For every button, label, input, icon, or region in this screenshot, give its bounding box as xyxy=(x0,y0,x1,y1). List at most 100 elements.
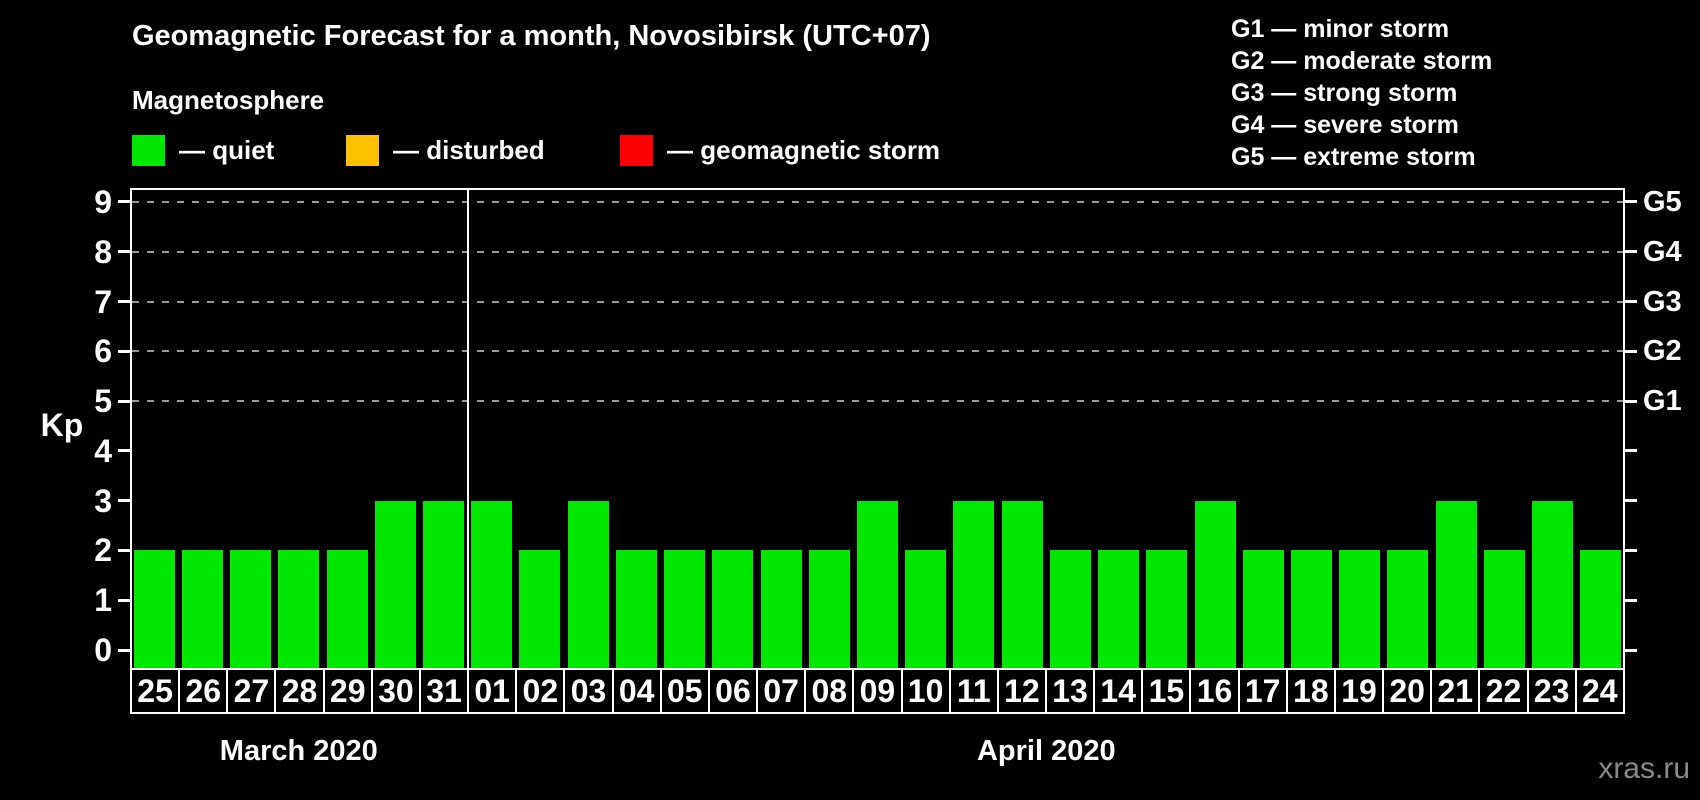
kp-bar-day-24 xyxy=(1580,550,1622,668)
date-label-26: 26 xyxy=(180,670,229,712)
kp-bar-day-29 xyxy=(326,550,368,668)
kp-bar-day-31 xyxy=(422,500,464,668)
date-label-06: 06 xyxy=(710,670,759,712)
date-label-18: 18 xyxy=(1288,670,1336,712)
date-label-11: 11 xyxy=(951,670,999,712)
y-axis-tick-right xyxy=(1625,648,1637,652)
date-label-08: 08 xyxy=(806,670,855,712)
kp-bar-day-07 xyxy=(760,550,802,668)
date-label-15: 15 xyxy=(1143,670,1192,712)
legend-label-quiet: — quiet xyxy=(179,134,275,165)
y-axis-label-6: 6 xyxy=(94,333,112,370)
y-axis-label-9: 9 xyxy=(94,183,112,220)
date-label-27: 27 xyxy=(228,670,277,712)
kp-bar-day-26 xyxy=(181,550,223,668)
date-label-28: 28 xyxy=(276,670,325,712)
kp-bar-day-20 xyxy=(1387,550,1429,668)
date-label-14: 14 xyxy=(1095,670,1144,712)
kp-bar-day-03 xyxy=(567,500,609,668)
date-label-16: 16 xyxy=(1191,670,1240,712)
gridline-kp-6 xyxy=(132,350,1623,353)
kp-bar-day-14 xyxy=(1098,550,1140,668)
date-label-23: 23 xyxy=(1529,670,1577,712)
kp-bar-day-10 xyxy=(905,550,947,668)
y-axis-tick-left xyxy=(118,648,130,652)
y-axis-tick-right xyxy=(1625,250,1637,254)
date-label-12: 12 xyxy=(999,670,1047,712)
date-label-04: 04 xyxy=(614,670,662,712)
date-label-05: 05 xyxy=(662,670,710,712)
y-axis-tick-left xyxy=(118,548,130,552)
y-axis-label-4: 4 xyxy=(94,432,112,469)
month-label: April 2020 xyxy=(976,735,1116,767)
page-title: Geomagnetic Forecast for a month, Novosi… xyxy=(132,20,931,52)
y-axis-title: Kp xyxy=(40,407,84,443)
date-label-03: 03 xyxy=(565,670,614,712)
y-axis-label-5: 5 xyxy=(94,383,112,420)
y-axis-tick-left xyxy=(118,499,130,503)
date-label-29: 29 xyxy=(325,670,373,712)
kp-bar-day-05 xyxy=(664,550,706,668)
y-axis-tick-left xyxy=(118,598,130,602)
storm-scale-legend: G1 — minor storm G2 — moderate storm G3 — … xyxy=(1231,13,1492,173)
legend-label-storm: — geomagnetic storm xyxy=(667,134,941,165)
kp-bar-day-11 xyxy=(953,500,995,668)
y-axis-tick-right xyxy=(1625,300,1637,304)
y-axis-tick-left xyxy=(118,399,130,403)
kp-bar-day-02 xyxy=(519,550,561,668)
g-scale-label-G3: G3 xyxy=(1643,285,1682,318)
gridline-kp-5 xyxy=(132,400,1623,403)
y-axis-label-8: 8 xyxy=(94,233,112,270)
y-axis-label-1: 1 xyxy=(94,582,112,619)
date-label-01: 01 xyxy=(469,670,518,712)
g-scale-label-G4: G4 xyxy=(1643,235,1682,268)
kp-bar-day-04 xyxy=(615,550,657,668)
storm-scale-item-G3: G3 — strong storm xyxy=(1231,79,1458,107)
g-scale-label-G2: G2 xyxy=(1643,335,1682,368)
kp-bar-day-16 xyxy=(1194,500,1236,668)
y-axis-tick-right xyxy=(1625,200,1637,204)
date-label-22: 22 xyxy=(1480,670,1529,712)
storm-scale-item-G4: G4 — severe storm xyxy=(1231,111,1459,139)
y-axis-tick-right xyxy=(1625,349,1637,353)
y-axis-tick-right xyxy=(1625,548,1637,552)
disturbed-color-swatch-icon xyxy=(346,134,379,166)
y-axis-tick-left xyxy=(118,200,130,204)
month-label: March 2020 xyxy=(219,735,378,767)
storm-scale-item-G1: G1 — minor storm xyxy=(1231,15,1450,43)
storm-color-swatch-icon xyxy=(620,134,653,166)
kp-bar-day-28 xyxy=(278,550,320,668)
gridline-kp-8 xyxy=(132,250,1623,253)
kp-bar-day-25 xyxy=(133,550,175,668)
y-axis-tick-right xyxy=(1625,449,1637,453)
date-axis-row: 25 26 27 28 29 30 31 01 02 03 04 05 06 07 08 09 10 11 12 13… xyxy=(130,668,1625,714)
legend-label-disturbed: — disturbed xyxy=(393,134,545,165)
kp-bar-day-12 xyxy=(1001,500,1043,668)
g-scale-label-G5: G5 xyxy=(1643,185,1682,218)
y-axis-label-7: 7 xyxy=(94,283,112,320)
chart-subtitle: Magnetosphere xyxy=(132,85,325,115)
legend-item-quiet: — quiet xyxy=(132,134,274,166)
kp-bar-day-08 xyxy=(808,550,850,668)
kp-bar-day-18 xyxy=(1291,550,1333,668)
g-scale-label-G1: G1 xyxy=(1643,385,1682,418)
y-axis-label-2: 2 xyxy=(94,532,112,569)
kp-bar-day-17 xyxy=(1242,550,1284,668)
y-axis-label-0: 0 xyxy=(94,632,112,668)
date-label-19: 19 xyxy=(1336,670,1385,712)
plot-frame xyxy=(130,188,1625,668)
kp-bar-day-30 xyxy=(374,500,416,668)
date-label-21: 21 xyxy=(1432,670,1481,712)
kp-bar-day-13 xyxy=(1049,550,1091,668)
date-label-07: 07 xyxy=(758,670,807,712)
date-label-10: 10 xyxy=(903,670,951,712)
y-axis-tick-left xyxy=(118,300,130,304)
date-label-30: 30 xyxy=(373,670,421,712)
y-axis-tick-right xyxy=(1625,598,1637,602)
kp-bar-day-19 xyxy=(1339,550,1381,668)
kp-bar-day-22 xyxy=(1483,550,1525,668)
y-axis-tick-left xyxy=(118,349,130,353)
gridline-kp-9 xyxy=(132,200,1623,203)
date-label-20: 20 xyxy=(1384,670,1433,712)
